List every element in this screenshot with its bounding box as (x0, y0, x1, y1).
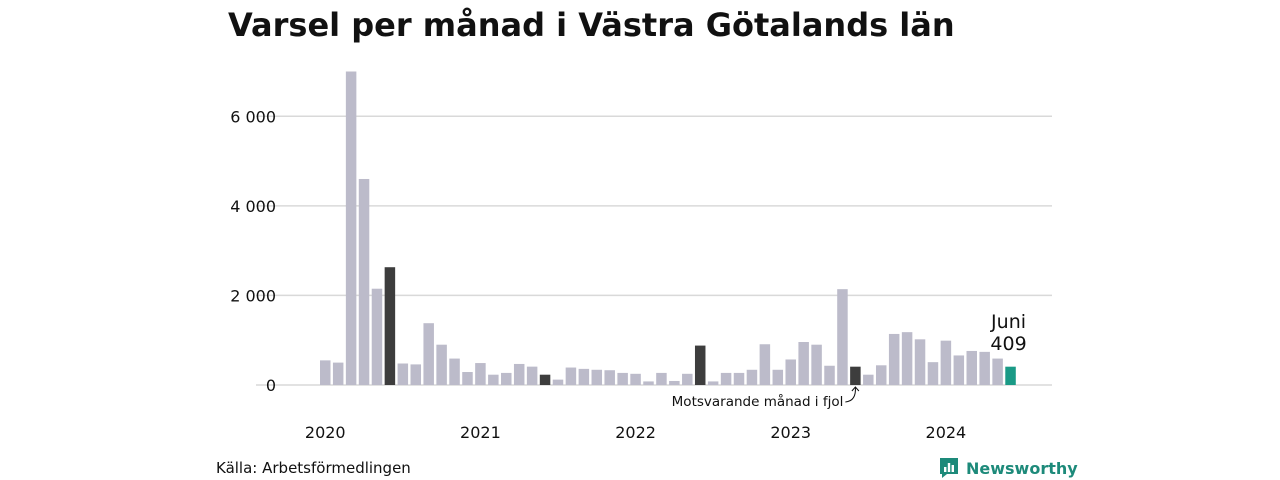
bar-2020-12 (462, 372, 473, 385)
bar-2020-11 (449, 358, 460, 385)
bar-2023-12 (927, 362, 939, 385)
latest-month-label: Juni (990, 311, 1026, 333)
latest-value-label: 409 (990, 333, 1026, 355)
bar-2023-09 (888, 333, 900, 385)
bar-2021-05 (526, 366, 538, 385)
bar-2023-03 (811, 344, 822, 385)
y-tick-label: 6 000 (230, 107, 276, 126)
y-axis-ticks: 0 2 000 4 000 6 000 (230, 107, 276, 395)
bar-2024-01 (940, 340, 952, 385)
bar-2022-12 (772, 369, 784, 385)
bar-2020-01 (320, 360, 331, 385)
x-tick-label: 2023 (770, 423, 811, 442)
x-tick-label: 2021 (460, 423, 501, 442)
bar-2020-10 (436, 344, 447, 385)
bar-2021-12 (617, 372, 628, 385)
brand-name: Newsworthy (966, 458, 1078, 478)
bar-2021-08 (565, 367, 577, 385)
last-year-annotation: Motsvarande månad i fjol (672, 393, 844, 410)
bar-2023-06 (850, 366, 861, 385)
bar-2023-08 (875, 365, 887, 385)
bar-2023-11 (914, 339, 926, 385)
bar-2022-11 (759, 344, 771, 385)
bar-2023-05 (837, 289, 848, 385)
bar-2020-03 (345, 71, 357, 385)
x-tick-label: 2020 (305, 423, 346, 442)
bar-2021-10 (591, 369, 603, 385)
bar-2020-07 (397, 363, 409, 385)
bar-2022-06 (694, 345, 706, 385)
bar-2022-04 (669, 380, 680, 385)
y-tick-label: 0 (266, 376, 276, 395)
bar-2020-04 (358, 178, 370, 385)
bar-2023-04 (824, 365, 835, 385)
bar-2023-10 (901, 332, 913, 385)
bar-2024-03 (966, 350, 977, 385)
bar-2021-06 (539, 374, 551, 385)
bar-2022-02 (643, 381, 654, 385)
bar-2022-03 (656, 372, 667, 385)
bar-2023-02 (798, 342, 809, 385)
bar-2022-08 (720, 372, 732, 385)
bars (320, 71, 1016, 385)
bar-2021-03 (501, 372, 512, 385)
bar-2021-01 (475, 363, 486, 385)
bar-2024-05 (992, 358, 1003, 385)
bar-2022-10 (746, 369, 758, 385)
y-tick-label: 2 000 (230, 286, 276, 305)
bar-2023-01 (785, 359, 796, 385)
bar-2022-01 (630, 373, 641, 385)
x-tick-label: 2024 (926, 423, 967, 442)
bar-2021-02 (488, 374, 499, 385)
arrowhead-icon (851, 386, 860, 392)
bar-2022-09 (733, 372, 745, 385)
bar-2021-11 (604, 370, 615, 385)
bar-2022-07 (707, 381, 719, 385)
x-axis-ticks: 2020 2021 2022 2023 2024 (305, 423, 966, 442)
bar-2021-07 (552, 379, 564, 385)
annotations: Juni 409 Motsvarande månad i fjol (672, 311, 1027, 410)
bar-2020-06 (384, 267, 396, 385)
bar-2023-07 (863, 374, 874, 385)
newsworthy-logo-icon (940, 458, 958, 478)
bar-2020-09 (423, 323, 434, 385)
source-note: Källa: Arbetsförmedlingen (216, 459, 411, 477)
y-tick-label: 4 000 (230, 197, 276, 216)
bar-2022-05 (682, 373, 693, 385)
bar-2021-04 (513, 363, 525, 385)
bar-2020-02 (332, 362, 344, 385)
bar-2021-09 (578, 368, 590, 385)
chart-title: Varsel per månad i Västra Götalands län (228, 6, 955, 44)
brand-logo: Newsworthy (938, 456, 1078, 480)
bar-2020-05 (371, 288, 383, 385)
bar-2020-08 (410, 364, 422, 385)
bar-2024-04 (979, 351, 990, 385)
bar-2024-06 (1005, 366, 1016, 385)
last-year-arrow-icon (845, 386, 856, 403)
x-tick-label: 2022 (615, 423, 656, 442)
bar-2024-02 (953, 355, 965, 385)
